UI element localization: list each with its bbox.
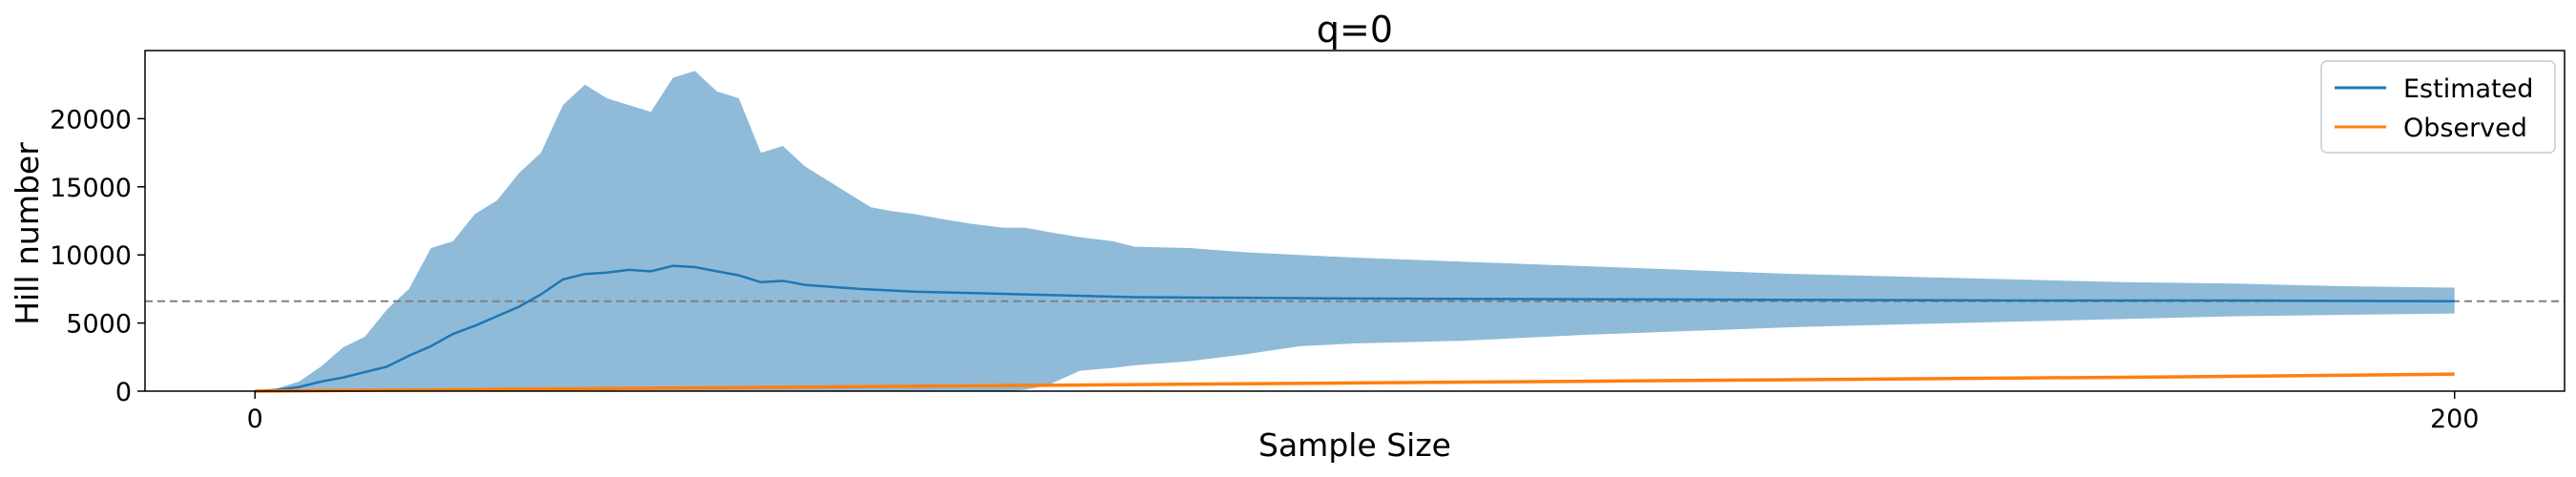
legend-label-estimated: Estimated — [2403, 74, 2533, 104]
chart-title: q=0 — [1317, 9, 1393, 51]
plot-area-frame — [144, 50, 2566, 392]
legend-box — [2320, 60, 2556, 154]
x-axis-label: Sample Size — [1258, 426, 1451, 464]
confidence-band — [255, 71, 2455, 392]
plot-layer: 0 5000 10000 15000 20000 0 200 — [50, 71, 2565, 434]
y-axis-label: Hill number — [9, 142, 46, 325]
legend-label-observed: Observed — [2403, 114, 2527, 143]
y-tick-label: 5000 — [66, 310, 132, 340]
legend: Estimated Observed — [2320, 60, 2556, 154]
y-tick-label: 20000 — [50, 105, 132, 135]
y-tick-label: 10000 — [50, 241, 132, 271]
y-tick-label: 15000 — [50, 174, 132, 203]
x-tick-label: 200 — [2430, 404, 2480, 434]
x-tick-label: 0 — [247, 404, 263, 434]
series-line-estimated — [255, 264, 2455, 393]
series-line-observed — [255, 372, 2455, 393]
y-tick-label: 0 — [115, 378, 132, 407]
